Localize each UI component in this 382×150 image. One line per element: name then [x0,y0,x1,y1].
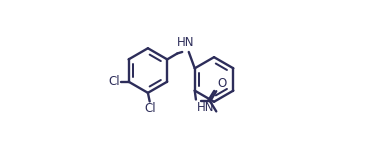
Text: HN: HN [197,101,214,114]
Text: O: O [217,77,226,90]
Text: HN: HN [177,36,194,49]
Text: Cl: Cl [109,75,120,88]
Text: Cl: Cl [144,102,156,116]
